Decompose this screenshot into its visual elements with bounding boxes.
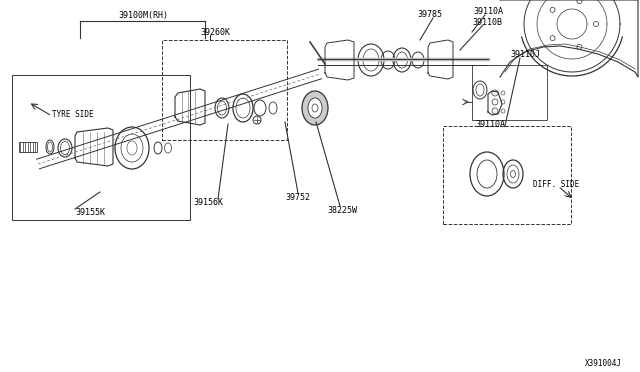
Text: 39260K: 39260K [200,28,230,36]
Ellipse shape [302,91,328,125]
Text: 39110J: 39110J [510,49,540,58]
Text: DIFF. SIDE: DIFF. SIDE [533,180,579,189]
Ellipse shape [308,98,322,118]
Text: 39156K: 39156K [193,198,223,206]
Bar [19,142,37,152]
Bar [443,126,571,224]
Text: X391004J: X391004J [585,359,622,369]
Text: 39155K: 39155K [75,208,105,217]
Bar [12,75,190,220]
Text: 39110A: 39110A [473,6,503,16]
Bar [162,40,287,140]
Text: 39110B: 39110B [472,17,502,26]
Text: 38225W: 38225W [327,205,357,215]
Bar [472,65,547,120]
Text: 39752: 39752 [285,192,310,202]
Text: 39100M(RH): 39100M(RH) [118,10,168,19]
Text: TYRE SIDE: TYRE SIDE [52,109,93,119]
Text: 39110A: 39110A [475,119,505,128]
Text: 39785: 39785 [417,10,442,19]
